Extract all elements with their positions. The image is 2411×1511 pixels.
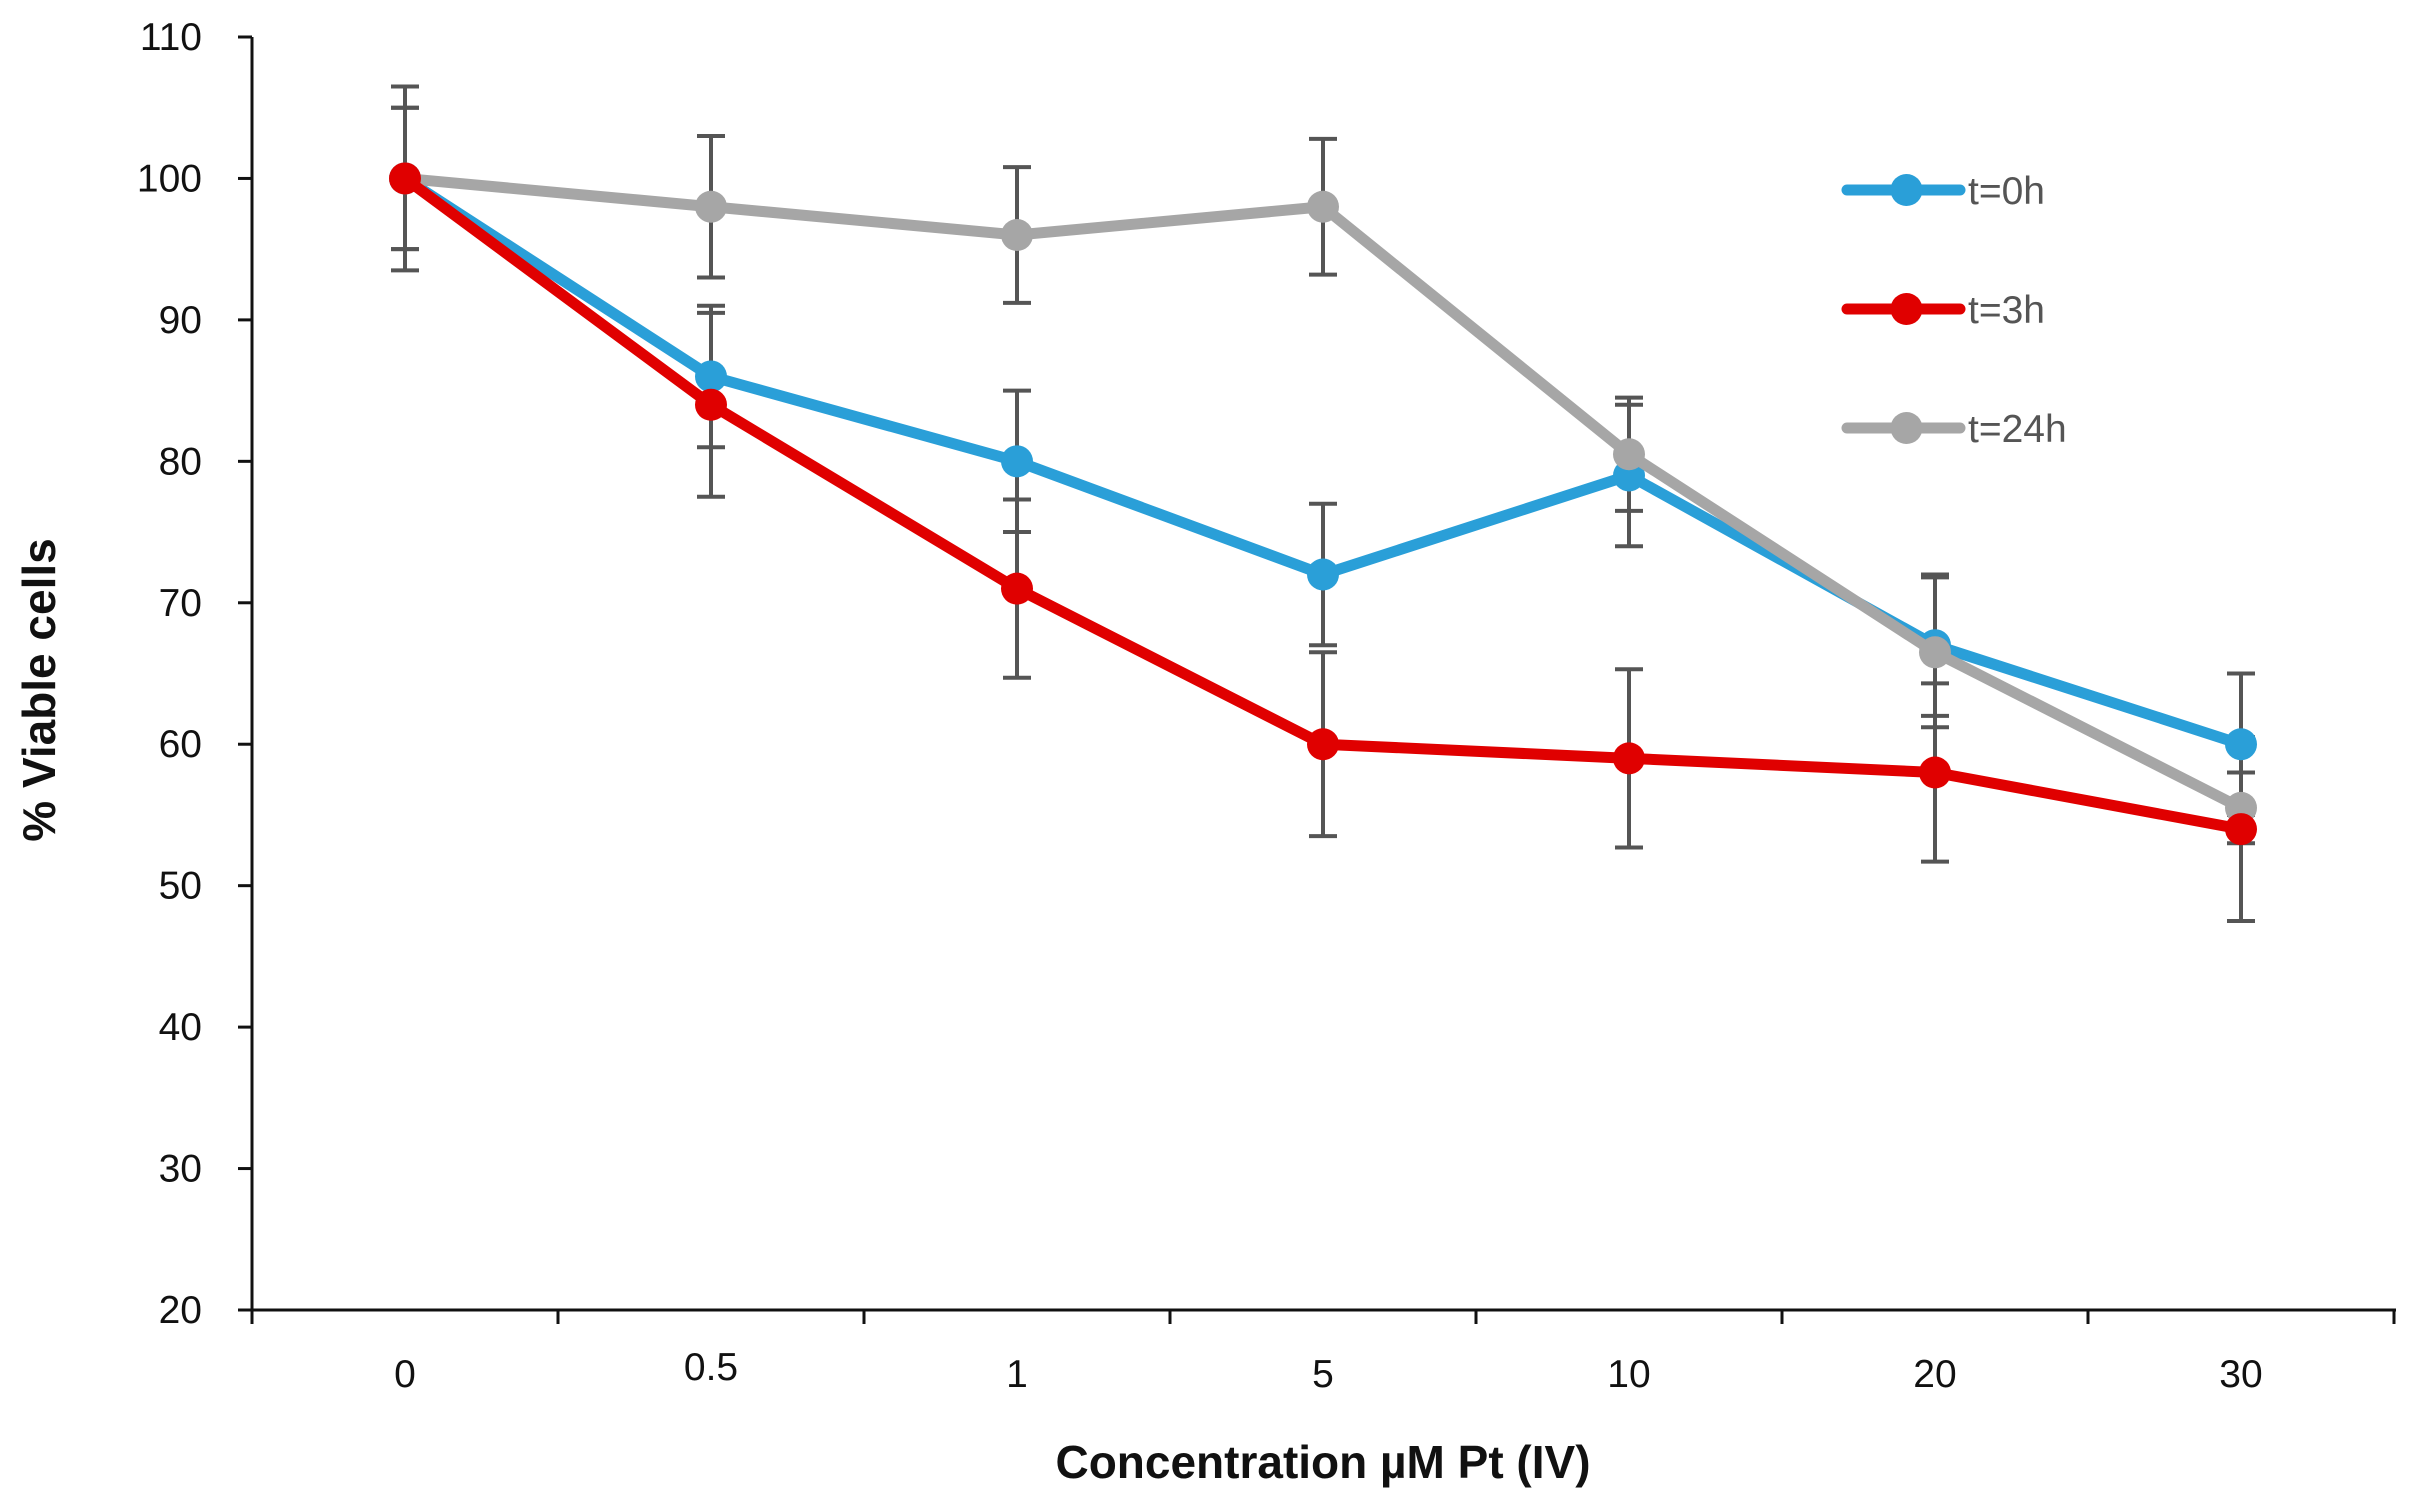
data-point-t-24h [1307,190,1339,223]
data-point-t-3h [1307,728,1339,761]
x-tick-label: 1 [1006,1353,1028,1396]
data-point-t-3h [1919,756,1951,789]
data-point-t-24h [695,190,727,223]
legend-marker-t-3h [1890,293,1923,325]
data-point-t-3h [1613,742,1645,775]
data-point-t-3h [1001,572,1033,605]
y-tick-label: 100 [137,157,202,200]
series-lines [389,162,2257,846]
legend: t=0h t=3h t=24h [1841,170,2067,451]
legend-label-t-3h: t=3h [1968,289,2045,332]
data-point-t-0h [1001,445,1033,478]
x-tick-label: 5 [1312,1353,1334,1396]
data-point-t-24h [1001,219,1033,252]
legend-marker-t-0h [1890,174,1923,206]
y-tick-label: 30 [159,1148,202,1191]
y-tick-label: 80 [159,440,202,483]
y-tick-label: 40 [159,1006,202,1049]
x-tick-label: 20 [1913,1353,1956,1396]
data-point-t-3h [389,162,421,195]
x-tick-label: 10 [1607,1353,1650,1396]
data-point-t-24h [1613,438,1645,471]
legend-label-t-24h: t=24h [1968,408,2067,451]
x-axis-title: Concentration µM Pt (IV) [1055,1436,1590,1488]
x-tick-label: 30 [2219,1353,2262,1396]
y-tick-label: 90 [159,299,202,342]
y-tick-label: 110 [140,16,202,59]
y-tick-label: 50 [159,865,202,908]
data-point-t-24h [1919,636,1951,669]
y-tick-label: 20 [159,1289,202,1332]
axes: 20 30 40 50 60 70 80 90 100 110 0 0.5 1 5 10 20 30 [137,16,2396,1396]
y-tick-label: 70 [159,582,202,625]
legend-marker-t-24h [1890,412,1923,444]
data-point-t-3h [695,388,727,421]
legend-label-t-0h: t=0h [1968,170,2045,213]
x-tick-label: 0.5 [684,1346,738,1389]
y-tick-label: 60 [159,723,202,766]
data-point-t-0h [1307,558,1339,591]
y-axis-title: % Viable cells [13,538,65,841]
data-point-t-0h [2225,728,2257,761]
data-point-t-0h [695,360,727,393]
data-point-t-3h [2225,813,2257,846]
x-tick-label: 0 [394,1353,416,1396]
